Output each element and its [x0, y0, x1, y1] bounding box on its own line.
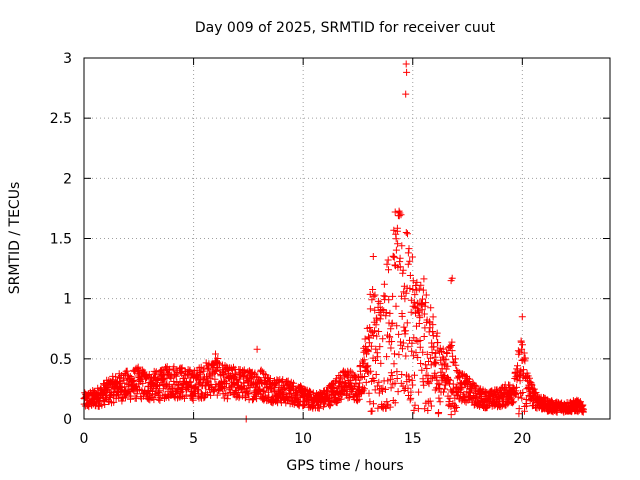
y-tick-label: 2: [63, 171, 72, 187]
x-tick-label: 5: [189, 431, 198, 447]
series-markers-srmtid: [80, 60, 587, 423]
y-tick-label: 2.5: [50, 111, 72, 127]
x-axis-label: GPS time / hours: [286, 458, 403, 474]
x-tick-label: 15: [404, 431, 422, 447]
x-tick-label: 0: [80, 431, 89, 447]
x-axis-ticks: 0 5 10 15 20: [80, 58, 531, 447]
y-axis-label: SRMTID / TECUs: [7, 182, 23, 295]
y-tick-label: 1: [63, 292, 72, 308]
y-tick-label: 0: [63, 412, 72, 428]
x-tick-label: 20: [513, 431, 531, 447]
y-tick-label: 3: [63, 51, 72, 67]
grid-lines: [84, 58, 610, 419]
y-axis-ticks: 0 0.5 1 1.5 2 2.5 3: [50, 51, 610, 428]
y-tick-label: 0.5: [50, 352, 72, 368]
chart-title: Day 009 of 2025, SRMTID for receiver cuu…: [195, 20, 496, 36]
x-tick-label: 10: [294, 431, 312, 447]
plot-frame: [83, 57, 611, 420]
y-tick-label: 1.5: [50, 232, 72, 248]
data-series: [80, 60, 587, 423]
